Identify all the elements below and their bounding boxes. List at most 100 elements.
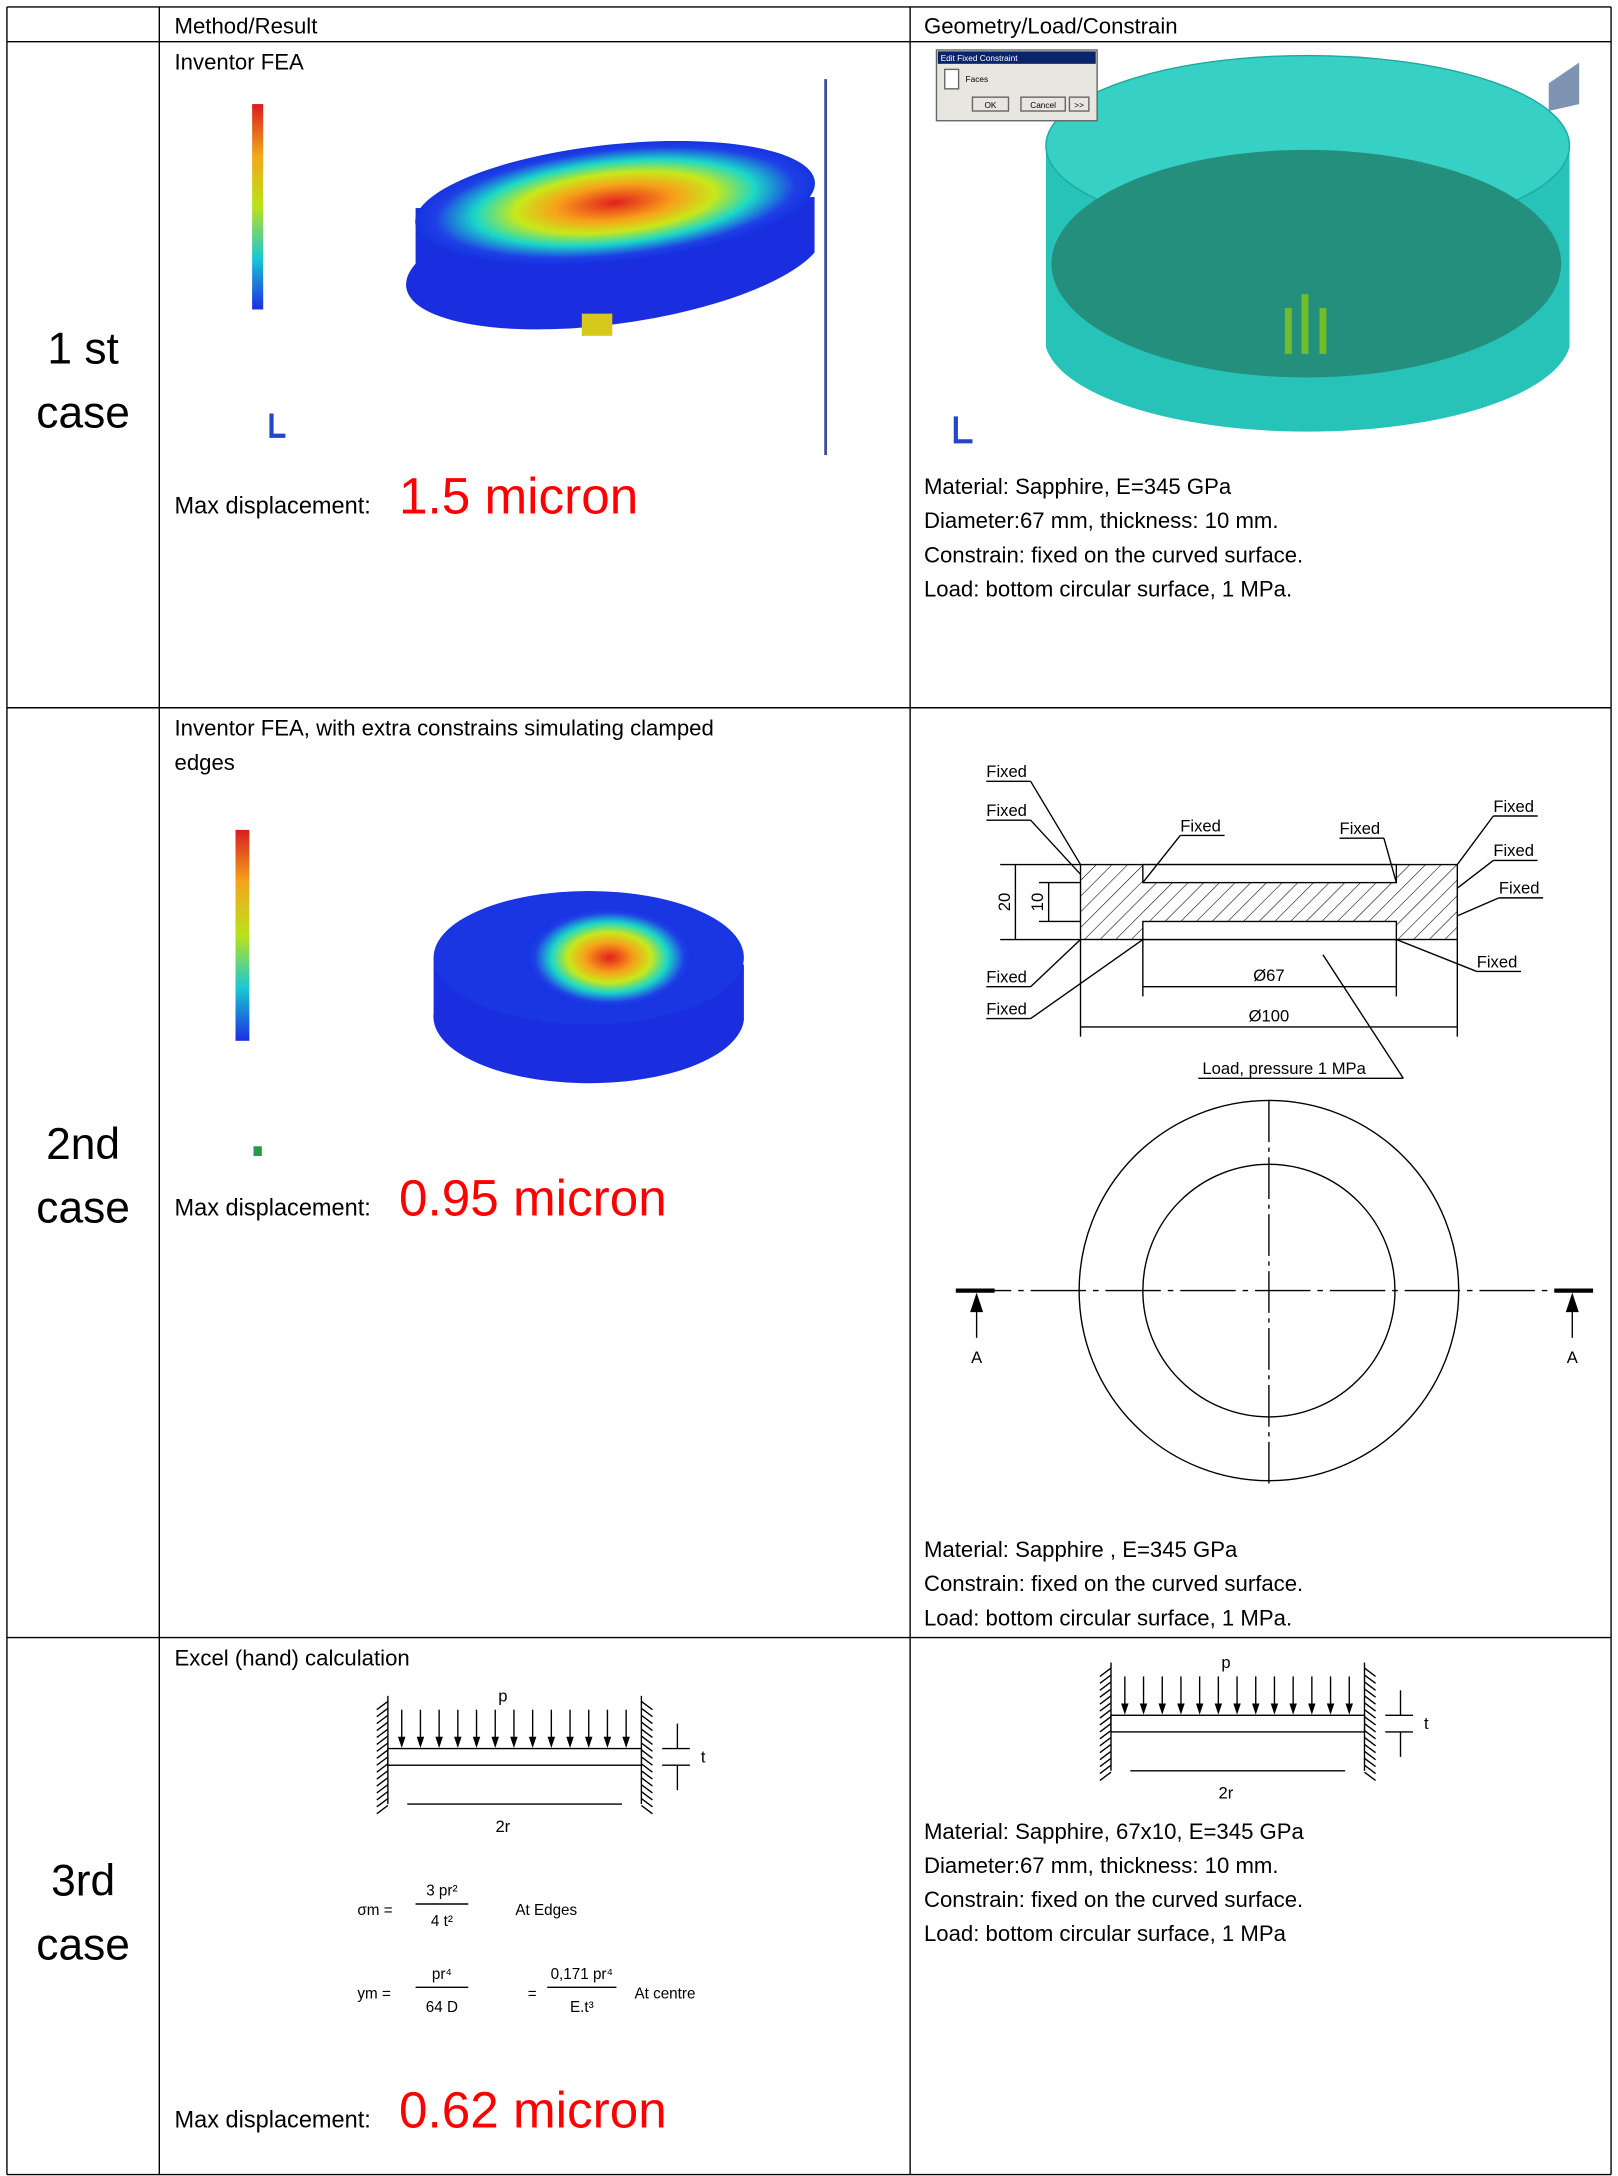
formula-text: At centre [634,1985,695,2002]
case-label: 3rd [51,1857,115,1906]
result-label: Max displacement: [175,492,371,518]
wall-hatch [377,1785,388,1793]
leader-line [1457,898,1499,916]
wall-hatch [1364,1737,1375,1745]
wall-hatch [641,1701,652,1709]
result-label: Max displacement: [175,1195,371,1221]
wall-hatch [1100,1717,1111,1725]
wall-hatch [1364,1744,1375,1752]
leader-line [1457,816,1493,865]
dimension-label: 20 [995,893,1014,912]
wall-hatch [377,1757,388,1765]
arrow-head [1290,1704,1296,1712]
beam-figure: p t 2r [377,1686,706,1835]
wall-hatch [641,1764,652,1772]
dialog-text: Faces [966,74,989,84]
method-title: edges [175,750,235,775]
page: {"header":{"method":"Method/Result","geo… [0,0,1618,2176]
leader-line [1031,940,1143,1019]
wall-hatch [1364,1765,1375,1773]
load-label: Load, pressure 1 MPa [1202,1059,1366,1078]
wall-hatch [377,1778,388,1786]
wall-hatch [377,1792,388,1800]
wall-hatch [641,1722,652,1730]
arrow-head [399,1737,405,1745]
geometry-line: Material: Sapphire , E=345 GPa [924,1537,1238,1562]
dimension-label: Ø100 [1249,1006,1290,1025]
wall-hatch [641,1771,652,1779]
arrow-head [492,1737,498,1745]
wall-hatch [1364,1668,1375,1676]
arrow-head [1234,1704,1240,1712]
wall-hatch [1364,1758,1375,1766]
leader-line [1457,860,1493,888]
wall-hatch [1100,1710,1111,1718]
case-label: case [36,1184,130,1233]
wall-hatch [1100,1758,1111,1766]
wall-hatch [641,1757,652,1765]
formula-text: = [528,1985,537,2002]
wall-hatch [1100,1724,1111,1732]
formula-text: ym = [357,1985,391,2002]
result-value: 0.95 micron [399,1170,667,1227]
wall-hatch [1364,1717,1375,1725]
wall-hatch [1364,1710,1375,1718]
arrow-head [530,1737,536,1745]
header-cell: Geometry/Load/Constrain [924,13,1178,38]
wall-hatch [641,1743,652,1751]
arrow-head [549,1737,555,1745]
beam [1111,1715,1365,1732]
wall-hatch [641,1778,652,1786]
wall-hatch [377,1715,388,1723]
arrow-head [455,1737,461,1745]
formula-text: σm = [357,1902,392,1919]
wall-hatch [1364,1731,1375,1739]
wall-hatch [1364,1703,1375,1711]
result-value: 1.5 micron [399,467,638,524]
figure-label: t [701,1747,706,1766]
arrow-head [474,1737,480,1745]
wall-hatch [641,1805,652,1813]
drawing-label: Fixed [1499,879,1540,898]
header-cell: Method/Result [175,13,318,38]
figure-label: p [498,1686,507,1705]
wall-hatch [1100,1703,1111,1711]
leader-line [1031,781,1081,864]
method-title: Inventor FEA [175,49,304,74]
arrow-head [1272,1704,1278,1712]
case-label: case [36,388,130,437]
arrow-head [1159,1704,1165,1712]
wall-hatch [1364,1724,1375,1732]
arrow-head [436,1737,442,1745]
dialog-button: >> [1074,100,1084,110]
case-label: case [36,1920,130,1969]
geometry-line: Diameter:67 mm, thickness: 10 mm. [924,508,1279,533]
method-title: Inventor FEA, with extra constrains simu… [175,715,714,740]
arrow-head [1309,1704,1315,1712]
document: Method/Result Geometry/Load/Constrain Ed… [0,0,1618,2176]
technical-drawing: FixedFixedFixedFixedFixedFixedFixedFixed… [956,762,1593,1488]
wall-hatch [377,1750,388,1758]
arrow-head [567,1737,573,1745]
formula-text: pr⁴ [432,1966,452,1983]
geometry-line: Load: bottom circular surface, 1 MPa [924,1921,1287,1946]
drawing-label: Fixed [1493,841,1534,860]
geometry-line: Constrain: fixed on the curved surface. [924,542,1303,567]
arrow-head [1346,1704,1352,1712]
wall-hatch [1100,1689,1111,1697]
wall-hatch [1100,1751,1111,1759]
arrow-head [1328,1704,1334,1712]
formulas: σm = 3 pr² 4 t² At Edges ym = pr⁴ 64 D =… [357,1883,695,2017]
figure-label: t [1424,1714,1429,1733]
section-label: A [1567,1348,1579,1367]
arrow-head [1253,1704,1259,1712]
wall-hatch [1100,1772,1111,1780]
wall-hatch [1364,1682,1375,1690]
figure-label: 2r [495,1817,510,1836]
formula-text: 64 D [426,1999,458,2016]
arrow-head [586,1737,592,1745]
formula-text: 0,171 pr⁴ [551,1966,613,1983]
result-label: Max displacement: [175,2106,371,2132]
wall-hatch [641,1736,652,1744]
wall-hatch [641,1729,652,1737]
